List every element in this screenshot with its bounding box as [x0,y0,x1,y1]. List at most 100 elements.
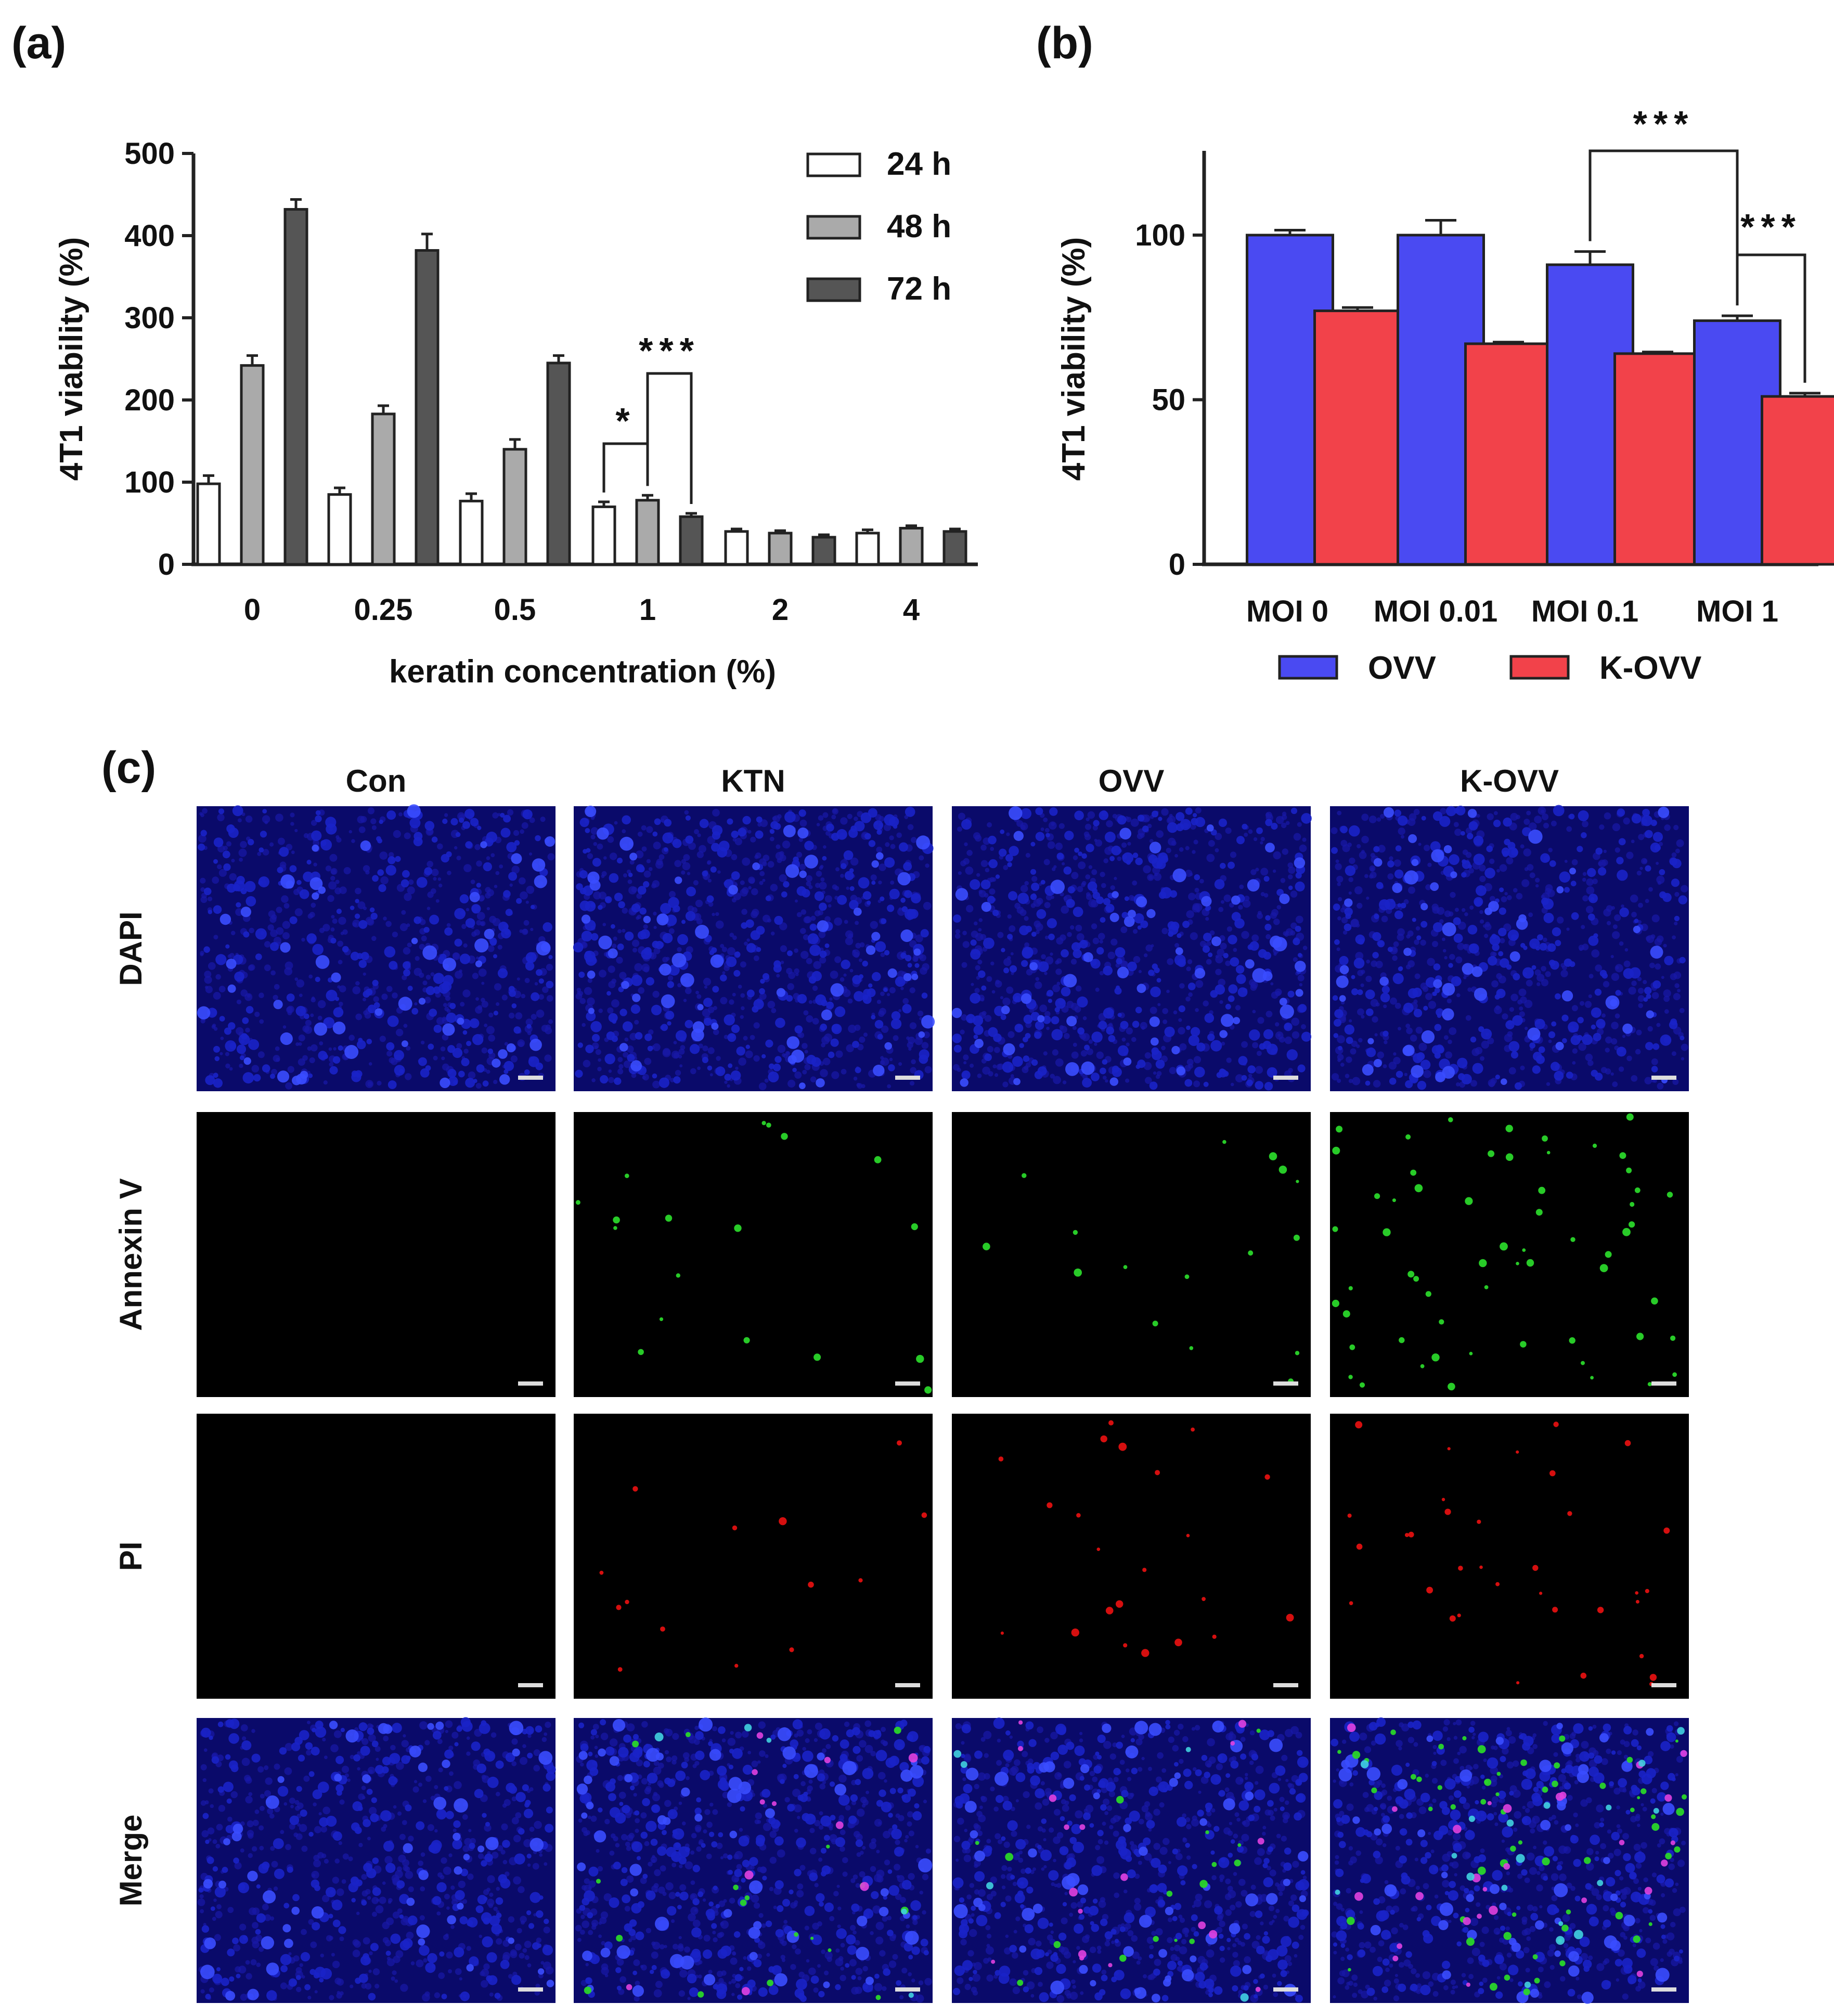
micrograph-dapi-con [197,804,556,1091]
chart-a: 4T1 viability (%) keratin concentration … [54,137,978,690]
bar-48-h-0 [240,364,265,566]
bar-24-h-4 [855,532,880,566]
chart-b-significance-label: *** [1740,206,1802,247]
row-label-pi: PI [113,1542,148,1571]
panel-b-label: (b) [1036,18,1093,68]
bar-24-h-0-5 [459,499,484,566]
scale-bar [1273,1076,1298,1080]
chart-a-legend: 24 h 48 h 72 h [806,146,951,307]
micrograph-annexin-v-k-ovv [1330,1112,1689,1397]
chart-b-y-tick-label: 50 [1152,383,1185,417]
column-label-ktn: KTN [721,764,785,798]
bar-k-ovv-moi-0 [1313,309,1402,566]
micrograph-dapi-ktn [573,806,935,1091]
bar-48-h-2 [768,532,793,566]
micrograph-pi-ovv [952,1414,1311,1699]
chart-a-y-tick-label: 100 [124,466,175,499]
chart-b-significance-label: *** [1633,104,1695,144]
row-label-merge: Merge [113,1815,148,1907]
bar-48-h-0-5 [502,448,527,566]
bar-72-h-2 [811,536,836,566]
chart-b-y-axis-title: 4T1 viability (%) [1056,237,1092,481]
scale-bar [895,1381,920,1386]
micrograph-pi-ktn [574,1414,933,1699]
chart-b: 4T1 viability (%) 0 50 100 MOI 0 MOI 0.01 MO… [1056,104,1834,686]
chart-a-y-tick-label: 300 [124,301,175,335]
scale-bar [895,1683,920,1687]
scale-bar [518,1076,543,1080]
chart-a-significance-bracket [602,442,649,493]
chart-a-x-tick-label: 4 [903,593,920,627]
chart-b-x-tick-label: MOI 0 [1246,595,1328,628]
row-label-annexin-v: Annexin V [113,1178,148,1330]
legend-swatch-ovv [1278,655,1338,680]
chart-b-x-tick-label: MOI 1 [1696,595,1778,628]
chart-b-significance-bracket [1736,253,1806,383]
chart-a-x-tick-label: 2 [772,593,789,627]
micrograph-pi-k-ovv [1330,1414,1689,1699]
chart-a-x-tick-label: 0.25 [354,593,413,627]
row-label-dapi: DAPI [113,911,148,986]
scale-bar [895,1076,920,1080]
legend-swatch-48-h [806,215,861,240]
chart-a-significance-bracket [646,372,693,505]
scale-bar [1651,1683,1676,1687]
chart-a-y-tick-label: 200 [124,383,175,417]
bar-24-h-0 [196,482,221,566]
legend-label-ovv: OVV [1368,650,1436,686]
legend-label-72-h: 72 h [887,271,951,307]
micrograph-dapi-ovv [951,806,1312,1091]
legend-label-48-h: 48 h [887,209,951,244]
chart-a-significance-label: * [615,400,636,441]
chart-a-x-axis-title: keratin concentration (%) [389,654,776,690]
legend-swatch-24-h [806,152,861,177]
bar-72-h-1 [679,515,704,566]
scale-bar [895,1987,920,1992]
chart-b-x-tick-label: MOI 0.01 [1374,595,1498,628]
column-label-con: Con [346,764,407,798]
scale-bar [1651,1381,1676,1386]
bar-k-ovv-moi-0-01 [1464,342,1553,566]
scale-bar [1651,1076,1676,1080]
chart-b-legend: OVV K-OVV [1278,650,1701,686]
legend-label-24-h: 24 h [887,146,951,182]
scale-bar [1273,1381,1298,1386]
bar-24-h-0-25 [327,493,352,566]
chart-a-y-tick-label: 500 [124,137,175,171]
chart-b-y-tick-label: 100 [1135,218,1185,252]
micrograph-pi-con [197,1414,556,1699]
chart-b-x-tick-label: MOI 0.1 [1531,595,1638,628]
chart-a-y-tick-label: 0 [158,548,175,581]
scale-bar [518,1683,543,1687]
micrograph-annexin-v-con [197,1112,556,1397]
bar-48-h-1 [635,499,660,566]
chart-a-y-tick-label: 400 [124,219,175,253]
legend-label-k-ovv: K-OVV [1599,650,1701,686]
chart-b-y-tick-label: 0 [1169,548,1185,581]
bar-24-h-2 [724,530,749,566]
bar-72-h-0-25 [415,249,440,566]
panel-c-label: (c) [101,743,156,793]
bar-24-h-1 [591,505,616,566]
chart-b-significance-bracket [1588,149,1739,306]
chart-a-x-tick-label: 0.5 [494,593,536,627]
micrograph-annexin-v-ovv [952,1112,1311,1397]
bar-k-ovv-moi-0-1 [1613,352,1702,566]
bar-48-h-0-25 [371,412,396,566]
micrograph-annexin-v-ktn [574,1112,933,1397]
bar-72-h-0 [283,208,308,566]
legend-swatch-k-ovv [1509,655,1570,680]
bar-k-ovv-moi-1 [1761,395,1834,566]
column-label-ovv: OVV [1099,764,1165,798]
bar-48-h-4 [899,526,924,566]
bar-72-h-0-5 [546,361,571,566]
chart-a-y-axis-title: 4T1 viability (%) [54,237,89,481]
scale-bar [1651,1987,1676,1992]
micrograph-merge-k-ovv [1330,1717,1689,2004]
scale-bar [518,1987,543,1992]
bar-72-h-4 [942,530,967,566]
scale-bar [1273,1683,1298,1687]
micrograph-merge-con [197,1717,556,2003]
chart-a-x-tick-label: 0 [244,593,261,627]
